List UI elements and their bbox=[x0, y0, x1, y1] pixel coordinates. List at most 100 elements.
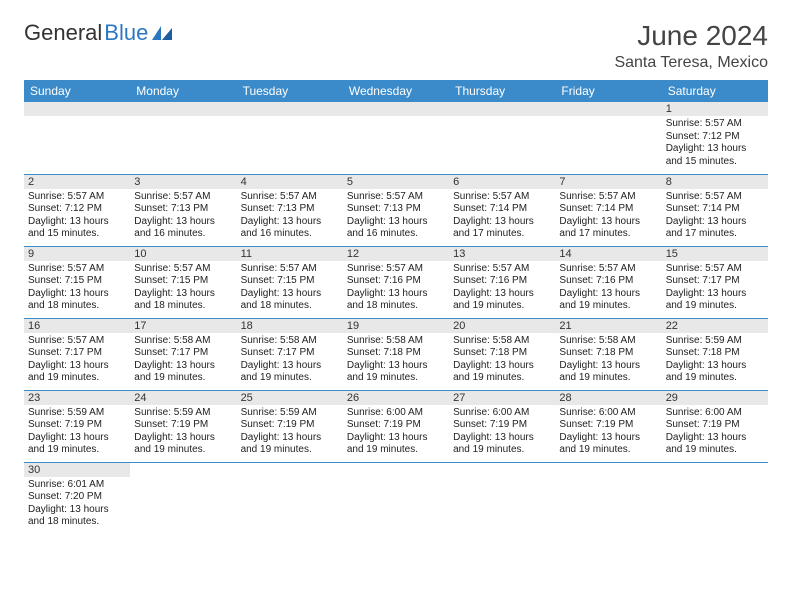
day-number: 18 bbox=[237, 319, 343, 333]
month-title: June 2024 bbox=[614, 20, 768, 52]
empty-day-bar bbox=[343, 102, 449, 116]
calendar-cell: 14Sunrise: 5:57 AMSunset: 7:16 PMDayligh… bbox=[555, 246, 661, 318]
day-number: 22 bbox=[662, 319, 768, 333]
location-label: Santa Teresa, Mexico bbox=[614, 54, 768, 72]
calendar-row: 2Sunrise: 5:57 AMSunset: 7:12 PMDaylight… bbox=[24, 174, 768, 246]
day-number: 4 bbox=[237, 175, 343, 189]
calendar-body: 1Sunrise: 5:57 AMSunset: 7:12 PMDaylight… bbox=[24, 102, 768, 534]
day-details: Sunrise: 6:01 AMSunset: 7:20 PMDaylight:… bbox=[24, 477, 130, 533]
logo-sail-icon bbox=[152, 26, 172, 40]
day-number: 10 bbox=[130, 247, 236, 261]
day-details: Sunrise: 5:58 AMSunset: 7:17 PMDaylight:… bbox=[130, 333, 236, 389]
empty-day-bar bbox=[24, 102, 130, 116]
calendar-cell bbox=[343, 102, 449, 174]
day-number: 14 bbox=[555, 247, 661, 261]
day-details: Sunrise: 5:57 AMSunset: 7:15 PMDaylight:… bbox=[130, 261, 236, 317]
calendar-cell: 21Sunrise: 5:58 AMSunset: 7:18 PMDayligh… bbox=[555, 318, 661, 390]
day-number: 17 bbox=[130, 319, 236, 333]
calendar-cell: 6Sunrise: 5:57 AMSunset: 7:14 PMDaylight… bbox=[449, 174, 555, 246]
day-number: 11 bbox=[237, 247, 343, 261]
title-block: June 2024 Santa Teresa, Mexico bbox=[614, 20, 768, 72]
day-number: 16 bbox=[24, 319, 130, 333]
calendar-cell: 24Sunrise: 5:59 AMSunset: 7:19 PMDayligh… bbox=[130, 390, 236, 462]
calendar-cell: 23Sunrise: 5:59 AMSunset: 7:19 PMDayligh… bbox=[24, 390, 130, 462]
calendar-cell: 19Sunrise: 5:58 AMSunset: 7:18 PMDayligh… bbox=[343, 318, 449, 390]
dayname-header: Friday bbox=[555, 80, 661, 102]
calendar-cell: 13Sunrise: 5:57 AMSunset: 7:16 PMDayligh… bbox=[449, 246, 555, 318]
calendar-cell bbox=[662, 462, 768, 534]
calendar-row: 23Sunrise: 5:59 AMSunset: 7:19 PMDayligh… bbox=[24, 390, 768, 462]
calendar-row: 30Sunrise: 6:01 AMSunset: 7:20 PMDayligh… bbox=[24, 462, 768, 534]
empty-day-bar bbox=[130, 102, 236, 116]
calendar-cell: 18Sunrise: 5:58 AMSunset: 7:17 PMDayligh… bbox=[237, 318, 343, 390]
day-number: 2 bbox=[24, 175, 130, 189]
day-number: 24 bbox=[130, 391, 236, 405]
day-number: 26 bbox=[343, 391, 449, 405]
day-details: Sunrise: 5:57 AMSunset: 7:16 PMDaylight:… bbox=[449, 261, 555, 317]
calendar-cell: 20Sunrise: 5:58 AMSunset: 7:18 PMDayligh… bbox=[449, 318, 555, 390]
calendar-table: SundayMondayTuesdayWednesdayThursdayFrid… bbox=[24, 80, 768, 534]
dayname-header: Sunday bbox=[24, 80, 130, 102]
calendar-cell: 7Sunrise: 5:57 AMSunset: 7:14 PMDaylight… bbox=[555, 174, 661, 246]
day-details: Sunrise: 5:58 AMSunset: 7:18 PMDaylight:… bbox=[449, 333, 555, 389]
logo-text-blue: Blue bbox=[104, 20, 148, 46]
calendar-cell bbox=[449, 102, 555, 174]
calendar-cell: 2Sunrise: 5:57 AMSunset: 7:12 PMDaylight… bbox=[24, 174, 130, 246]
calendar-cell: 1Sunrise: 5:57 AMSunset: 7:12 PMDaylight… bbox=[662, 102, 768, 174]
dayname-header: Tuesday bbox=[237, 80, 343, 102]
day-number: 8 bbox=[662, 175, 768, 189]
calendar-cell: 4Sunrise: 5:57 AMSunset: 7:13 PMDaylight… bbox=[237, 174, 343, 246]
calendar-row: 1Sunrise: 5:57 AMSunset: 7:12 PMDaylight… bbox=[24, 102, 768, 174]
calendar-cell: 25Sunrise: 5:59 AMSunset: 7:19 PMDayligh… bbox=[237, 390, 343, 462]
day-details: Sunrise: 5:57 AMSunset: 7:13 PMDaylight:… bbox=[343, 189, 449, 245]
day-number: 27 bbox=[449, 391, 555, 405]
day-details: Sunrise: 5:57 AMSunset: 7:15 PMDaylight:… bbox=[237, 261, 343, 317]
calendar-cell: 3Sunrise: 5:57 AMSunset: 7:13 PMDaylight… bbox=[130, 174, 236, 246]
day-details: Sunrise: 6:00 AMSunset: 7:19 PMDaylight:… bbox=[449, 405, 555, 461]
empty-day-bar bbox=[449, 102, 555, 116]
day-details: Sunrise: 5:57 AMSunset: 7:16 PMDaylight:… bbox=[555, 261, 661, 317]
day-number: 21 bbox=[555, 319, 661, 333]
logo: General Blue bbox=[24, 20, 172, 46]
calendar-cell: 30Sunrise: 6:01 AMSunset: 7:20 PMDayligh… bbox=[24, 462, 130, 534]
day-number: 20 bbox=[449, 319, 555, 333]
calendar-cell bbox=[130, 462, 236, 534]
logo-text-general: General bbox=[24, 20, 102, 46]
page-header: General Blue June 2024 Santa Teresa, Mex… bbox=[24, 20, 768, 72]
calendar-cell: 26Sunrise: 6:00 AMSunset: 7:19 PMDayligh… bbox=[343, 390, 449, 462]
day-details: Sunrise: 5:57 AMSunset: 7:17 PMDaylight:… bbox=[662, 261, 768, 317]
calendar-cell bbox=[343, 462, 449, 534]
day-number: 5 bbox=[343, 175, 449, 189]
day-details: Sunrise: 5:59 AMSunset: 7:19 PMDaylight:… bbox=[130, 405, 236, 461]
day-number: 30 bbox=[24, 463, 130, 477]
day-number: 29 bbox=[662, 391, 768, 405]
day-number: 23 bbox=[24, 391, 130, 405]
calendar-cell bbox=[555, 102, 661, 174]
day-number: 12 bbox=[343, 247, 449, 261]
day-details: Sunrise: 6:00 AMSunset: 7:19 PMDaylight:… bbox=[662, 405, 768, 461]
day-number: 15 bbox=[662, 247, 768, 261]
calendar-cell: 28Sunrise: 6:00 AMSunset: 7:19 PMDayligh… bbox=[555, 390, 661, 462]
day-details: Sunrise: 5:57 AMSunset: 7:12 PMDaylight:… bbox=[24, 189, 130, 245]
calendar-cell bbox=[449, 462, 555, 534]
day-details: Sunrise: 5:57 AMSunset: 7:14 PMDaylight:… bbox=[662, 189, 768, 245]
day-details: Sunrise: 5:57 AMSunset: 7:13 PMDaylight:… bbox=[130, 189, 236, 245]
day-details: Sunrise: 5:58 AMSunset: 7:18 PMDaylight:… bbox=[555, 333, 661, 389]
day-details: Sunrise: 5:57 AMSunset: 7:12 PMDaylight:… bbox=[662, 116, 768, 172]
day-details: Sunrise: 5:57 AMSunset: 7:17 PMDaylight:… bbox=[24, 333, 130, 389]
calendar-cell: 11Sunrise: 5:57 AMSunset: 7:15 PMDayligh… bbox=[237, 246, 343, 318]
day-number: 19 bbox=[343, 319, 449, 333]
dayname-header: Monday bbox=[130, 80, 236, 102]
day-details: Sunrise: 5:58 AMSunset: 7:17 PMDaylight:… bbox=[237, 333, 343, 389]
calendar-cell: 22Sunrise: 5:59 AMSunset: 7:18 PMDayligh… bbox=[662, 318, 768, 390]
dayname-header: Wednesday bbox=[343, 80, 449, 102]
day-details: Sunrise: 5:57 AMSunset: 7:15 PMDaylight:… bbox=[24, 261, 130, 317]
day-details: Sunrise: 5:59 AMSunset: 7:19 PMDaylight:… bbox=[24, 405, 130, 461]
day-number: 1 bbox=[662, 102, 768, 116]
calendar-cell: 15Sunrise: 5:57 AMSunset: 7:17 PMDayligh… bbox=[662, 246, 768, 318]
calendar-cell bbox=[237, 102, 343, 174]
day-number: 7 bbox=[555, 175, 661, 189]
day-number: 6 bbox=[449, 175, 555, 189]
day-number: 9 bbox=[24, 247, 130, 261]
calendar-cell: 16Sunrise: 5:57 AMSunset: 7:17 PMDayligh… bbox=[24, 318, 130, 390]
